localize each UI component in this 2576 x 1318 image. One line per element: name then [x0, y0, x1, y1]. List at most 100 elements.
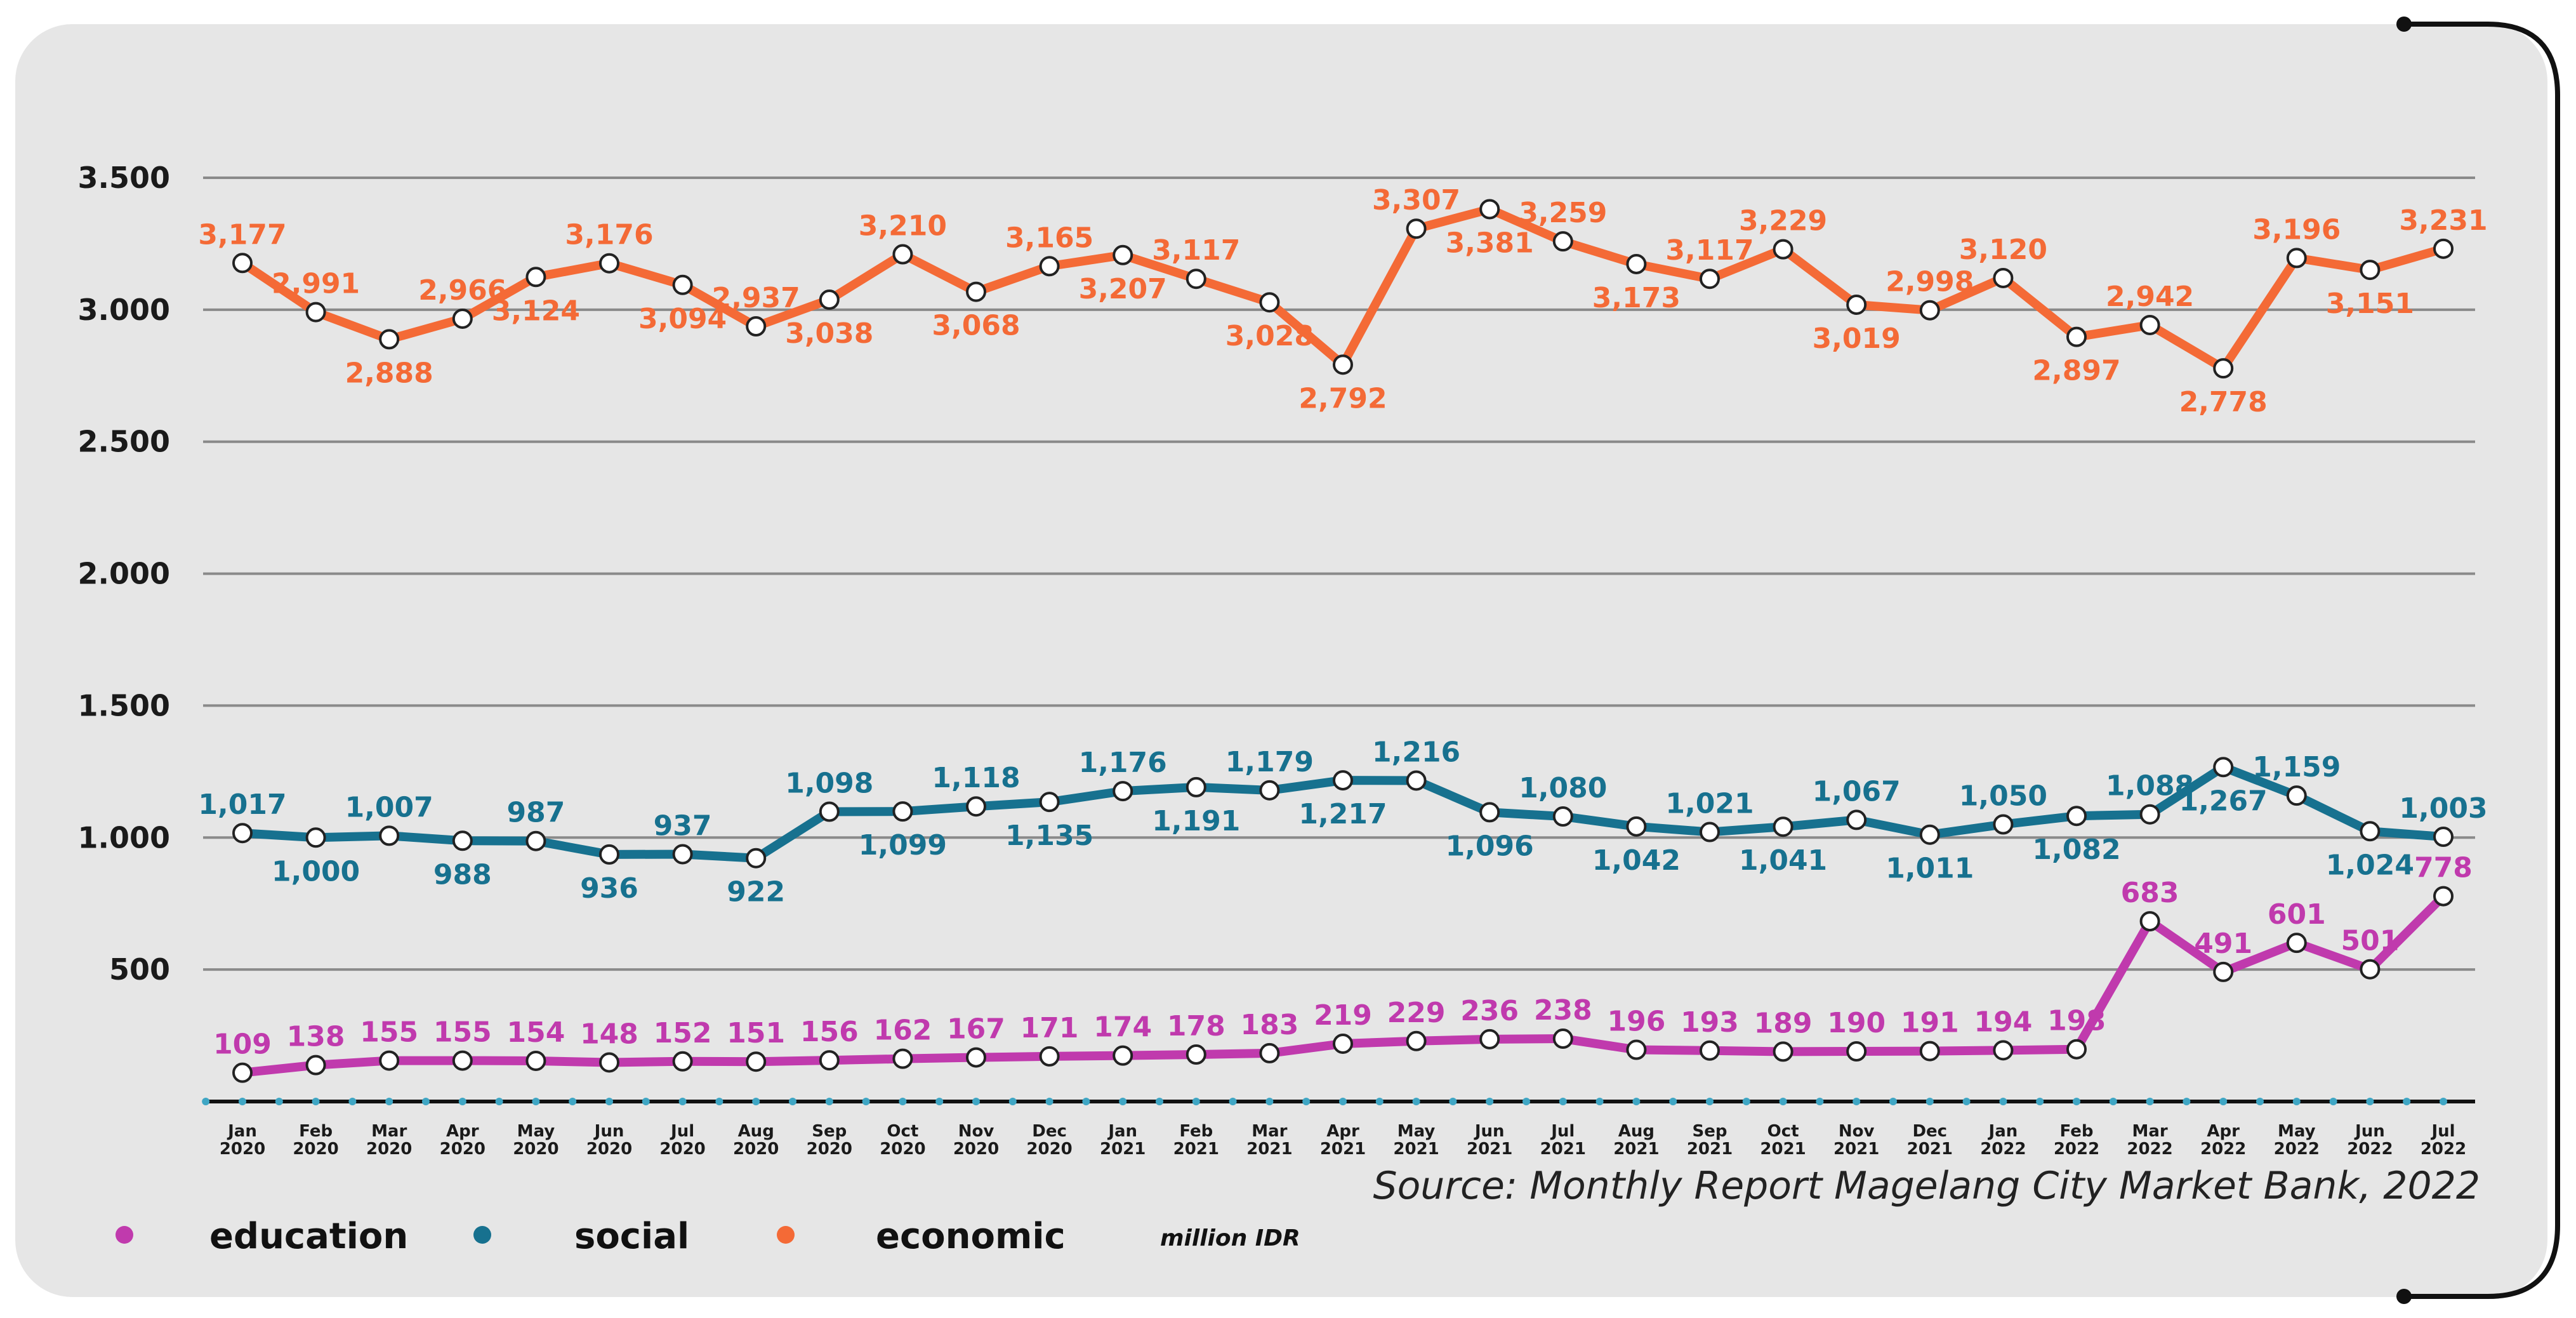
x-tick-month: Apr: [446, 1122, 479, 1141]
data-label-economic: 3,151: [2326, 288, 2414, 320]
x-tick-year: 2021: [1613, 1140, 1659, 1159]
x-tick-month: Aug: [738, 1122, 774, 1141]
x-axis-tick-dot: [1816, 1098, 1824, 1105]
data-point-social: [2286, 785, 2307, 806]
x-tick-year: 2021: [1393, 1140, 1439, 1159]
x-axis-tick-dot: [1889, 1098, 1897, 1105]
data-point-social: [452, 830, 473, 851]
x-tick-month: Jan: [1988, 1122, 2018, 1141]
data-point-education: [2433, 886, 2454, 907]
x-axis-tick-dot: [1486, 1098, 1494, 1105]
data-label-economic: 3,117: [1665, 234, 1754, 267]
x-axis-tick-dot: [1595, 1098, 1604, 1105]
data-label-economic: 3,124: [492, 295, 580, 327]
data-point-social: [1773, 816, 1793, 837]
data-label-education: 198: [2047, 1005, 2106, 1037]
data-point-economic: [892, 244, 913, 265]
data-label-economic: 2,792: [1298, 382, 1387, 415]
legend: education social economic: [116, 1216, 1066, 1257]
data-point-education: [1919, 1041, 1940, 1062]
data-point-social: [1186, 776, 1206, 797]
x-axis-tick-dot: [1119, 1098, 1127, 1105]
data-point-social: [1113, 781, 1133, 802]
legend-marker-economic: [777, 1226, 795, 1244]
data-label-social: 1,217: [1298, 798, 1387, 830]
x-axis-tick-dot: [312, 1098, 320, 1105]
x-axis-tick-dot: [348, 1098, 357, 1105]
x-axis-tick-dot: [789, 1098, 796, 1105]
data-label-social: 1,041: [1739, 844, 1827, 877]
data-point-social: [1626, 816, 1647, 837]
data-label-social: 937: [654, 809, 712, 842]
data-label-economic: 3,038: [785, 317, 873, 350]
data-point-education: [1846, 1041, 1867, 1062]
data-label-education: 156: [800, 1016, 859, 1048]
data-label-education: 189: [1754, 1007, 1813, 1039]
x-tick-year: 2020: [1026, 1140, 1072, 1159]
data-point-social: [1846, 809, 1867, 830]
data-label-economic: 3,173: [1592, 282, 1681, 314]
data-point-education: [232, 1062, 253, 1083]
x-tick-month: Apr: [2207, 1122, 2240, 1141]
x-axis-tick-dot: [495, 1098, 503, 1105]
data-point-economic: [452, 308, 473, 329]
data-label-education: 501: [2341, 925, 2399, 957]
x-axis-tick-dot: [202, 1098, 210, 1105]
x-axis-tick-dot: [862, 1098, 870, 1105]
x-axis-tick-dot: [275, 1098, 283, 1105]
x-axis-tick-dot: [1156, 1098, 1163, 1105]
data-point-economic: [525, 267, 546, 288]
x-axis-tick-dot: [2403, 1098, 2411, 1105]
data-label-economic: 2,998: [1886, 266, 1974, 298]
data-label-social: 1,159: [2252, 751, 2341, 783]
data-point-social: [1700, 822, 1720, 842]
data-point-economic: [1919, 300, 1940, 321]
data-point-education: [2066, 1039, 2087, 1060]
data-label-social: 1,021: [1665, 788, 1754, 820]
x-axis-tick-dot: [1192, 1098, 1200, 1105]
x-tick-month: Dec: [1032, 1122, 1067, 1141]
data-label-education: 174: [1093, 1011, 1152, 1044]
data-label-economic: 2,897: [2032, 355, 2120, 387]
data-label-social: 1,007: [345, 791, 433, 823]
x-axis-tick-dot: [1853, 1098, 1861, 1105]
x-tick-year: 2020: [513, 1140, 558, 1159]
data-label-economic: 3,019: [1813, 323, 1901, 355]
data-point-economic: [1039, 256, 1060, 277]
x-axis-tick-dot: [532, 1098, 540, 1105]
x-axis-tick-dot: [2036, 1098, 2044, 1105]
data-point-economic: [746, 316, 767, 337]
x-tick-year: 2021: [1100, 1140, 1146, 1159]
x-axis: Jan2020Feb2020Mar2020Apr2020May2020Jun20…: [202, 1098, 2475, 1159]
data-point-social: [232, 823, 253, 844]
data-label-social: 1,050: [1959, 780, 2047, 813]
x-axis-tick-dot: [2073, 1098, 2080, 1105]
data-label-education: 601: [2268, 898, 2326, 931]
data-point-economic: [1186, 269, 1206, 290]
data-label-social: 1,082: [2032, 834, 2120, 866]
data-label-social: 1,176: [1079, 747, 1167, 779]
data-label-economic: 3,207: [1079, 273, 1167, 305]
x-tick-year: 2020: [807, 1140, 852, 1159]
data-label-education: 151: [727, 1017, 785, 1049]
data-point-economic: [379, 329, 400, 350]
data-label-social: 1,191: [1152, 805, 1240, 837]
x-tick-month: Feb: [1179, 1122, 1213, 1141]
data-label-education: 152: [654, 1017, 712, 1049]
data-point-education: [1993, 1040, 2014, 1061]
data-label-social: 987: [506, 797, 565, 829]
bracket-dot-top: [2396, 17, 2412, 32]
series-points: [232, 199, 2454, 1083]
data-label-social: 1,017: [198, 789, 286, 821]
data-label-education: 238: [1534, 994, 1592, 1027]
x-tick-year: 2021: [1760, 1140, 1806, 1159]
legend-marker-education: [116, 1226, 133, 1244]
y-axis: 500 1.000 1.500 2.000 2.500 3.000 3.500: [77, 161, 170, 987]
data-point-economic: [1846, 294, 1867, 315]
x-axis-tick-dot: [2366, 1098, 2374, 1105]
data-label-education: 491: [2194, 928, 2252, 960]
data-label-education: 148: [580, 1018, 638, 1050]
data-point-social: [1333, 770, 1353, 791]
x-axis-tick-dot: [458, 1098, 466, 1105]
x-tick-month: Feb: [2060, 1122, 2094, 1141]
